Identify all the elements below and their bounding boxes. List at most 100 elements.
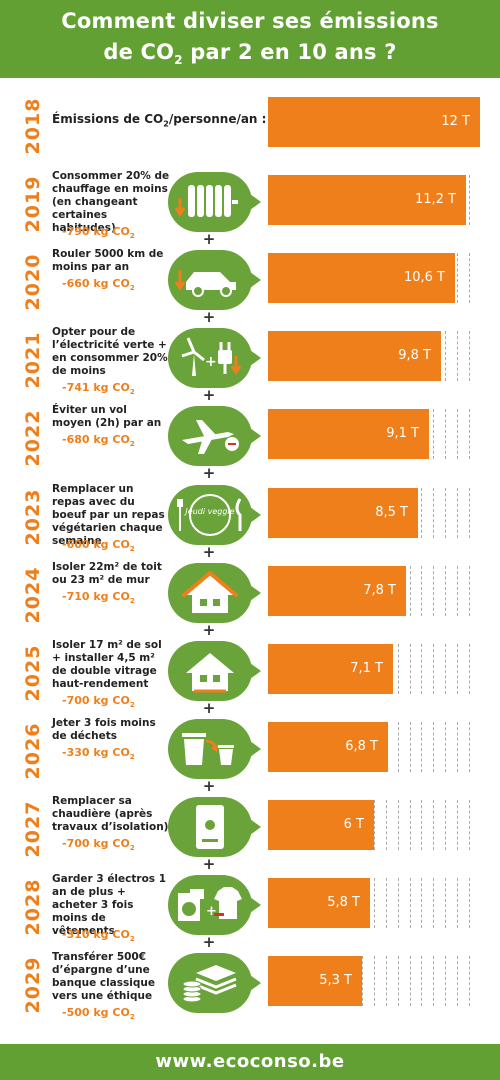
bar-track: 8,5 T bbox=[268, 488, 480, 538]
bar-track: 7,1 T bbox=[268, 644, 480, 694]
action-description: Garder 3 électros 1 an de plus + acheter… bbox=[52, 873, 167, 937]
co2-saving: -741 kg CO2 bbox=[62, 381, 182, 396]
chart-row: 2027 Remplacer sa chaudière (après travau… bbox=[0, 795, 500, 873]
track-divider bbox=[456, 722, 468, 772]
co2-saving-subscript: 2 bbox=[129, 1013, 135, 1022]
co2-saving-value: -310 kg CO bbox=[62, 928, 130, 941]
track-divider bbox=[397, 800, 409, 850]
co2-saving: -790 kg CO2 bbox=[62, 225, 182, 240]
track-divider bbox=[468, 253, 480, 303]
bar-track: 5,3 T bbox=[268, 956, 480, 1006]
chart-row: 2023 Remplacer un repas avec du boeuf par… bbox=[0, 483, 500, 561]
track-divider bbox=[386, 800, 397, 850]
track-divider bbox=[468, 800, 480, 850]
title-line-2-post: par 2 en 10 ans ? bbox=[182, 40, 397, 64]
year-label: 2026 bbox=[22, 722, 44, 780]
title-line-2-pre: de CO bbox=[103, 40, 175, 64]
track-divider bbox=[421, 488, 432, 538]
co2-saving: -500 kg CO2 bbox=[62, 1006, 182, 1021]
track-divider bbox=[421, 644, 432, 694]
trash-icon bbox=[182, 733, 234, 765]
track-divider bbox=[409, 878, 421, 928]
co2-saving-value: -330 kg CO bbox=[62, 746, 130, 759]
footer-url[interactable]: www.ecoconso.be bbox=[0, 1044, 500, 1080]
house-icon bbox=[186, 653, 234, 693]
track-divider bbox=[362, 956, 373, 1006]
chart-row: 2026 Jeter 3 fois moins de déchets -330 kg… bbox=[0, 717, 500, 795]
track-divider bbox=[397, 956, 409, 1006]
chart-row: 2021 Opter pour de l’électricité verte + … bbox=[0, 326, 500, 404]
chart-row: 2028 Garder 3 électros 1 an de plus + ach… bbox=[0, 873, 500, 951]
plus-sign: + bbox=[202, 308, 216, 326]
svg-text:+: + bbox=[206, 904, 217, 919]
emission-bar bbox=[268, 800, 374, 850]
appliances-bubble: + bbox=[168, 875, 261, 935]
emissions-label: Émissions de CO2/personne/an : bbox=[52, 112, 266, 128]
bar-value-label: 5,8 T bbox=[327, 895, 360, 910]
co2-saving: -310 kg CO2 bbox=[62, 928, 182, 943]
track-divider bbox=[456, 800, 468, 850]
svg-text:+: + bbox=[205, 354, 217, 370]
year-label: 2022 bbox=[22, 409, 44, 467]
bar-track: 7,8 T bbox=[268, 566, 480, 616]
house-roof-icon bbox=[182, 571, 238, 613]
year-label: 2020 bbox=[22, 253, 44, 311]
year-label: 2023 bbox=[22, 488, 44, 546]
co2-saving-value: -600 kg CO bbox=[62, 538, 130, 551]
track-divider bbox=[409, 956, 421, 1006]
track-divider bbox=[409, 800, 421, 850]
co2-saving: -330 kg CO2 bbox=[62, 746, 182, 761]
track-divider bbox=[433, 644, 444, 694]
co2-saving-subscript: 2 bbox=[129, 388, 135, 397]
track-divider bbox=[445, 644, 456, 694]
action-description: Éviter un vol moyen (2h) par an bbox=[52, 404, 162, 429]
co2-saving-value: -741 kg CO bbox=[62, 381, 130, 394]
track-divider bbox=[456, 878, 468, 928]
co2-saving-subscript: 2 bbox=[129, 753, 135, 762]
bar-track: 12 T bbox=[268, 97, 480, 147]
track-divider bbox=[374, 800, 385, 850]
house-roof-bubble bbox=[168, 563, 261, 623]
bar-value-label: 10,6 T bbox=[403, 270, 445, 285]
chart-row: 2024 Isoler 22m² de toit ou 23 m² de mur -… bbox=[0, 561, 500, 639]
co2-saving-value: -700 kg CO bbox=[62, 837, 130, 850]
car-bubble bbox=[168, 250, 261, 310]
track-divider bbox=[468, 644, 480, 694]
year-label: 2024 bbox=[22, 566, 44, 624]
boiler-bubble bbox=[168, 797, 261, 857]
track-divider bbox=[456, 488, 468, 538]
track-divider bbox=[445, 331, 456, 381]
plus-sign: + bbox=[202, 699, 216, 717]
wind-plug-bubble: + bbox=[168, 328, 261, 388]
bar-value-label: 5,3 T bbox=[319, 973, 352, 988]
plus-sign: + bbox=[202, 543, 216, 561]
track-divider bbox=[456, 644, 468, 694]
radiator-bubble bbox=[168, 172, 261, 232]
plus-sign: + bbox=[202, 855, 216, 873]
track-divider bbox=[433, 956, 444, 1006]
track-divider bbox=[445, 956, 456, 1006]
year-label: 2018 bbox=[22, 97, 44, 155]
action-description: Jeter 3 fois moins de déchets bbox=[52, 717, 156, 742]
co2-saving: -710 kg CO2 bbox=[62, 590, 182, 605]
bar-value-label: 9,1 T bbox=[386, 426, 419, 441]
track-divider bbox=[456, 331, 468, 381]
year-label: 2025 bbox=[22, 644, 44, 702]
emission-bar bbox=[268, 722, 388, 772]
house-bubble bbox=[168, 641, 261, 701]
action-description: Isoler 17 m² de sol + installer 4,5 m² d… bbox=[52, 639, 162, 690]
emissions-label-post: /personne/an : bbox=[168, 112, 267, 126]
title-line-2: de CO2 par 2 en 10 ans ? bbox=[0, 40, 500, 67]
emission-bar bbox=[268, 331, 441, 381]
co2-saving-value: -500 kg CO bbox=[62, 1006, 130, 1019]
co2-saving-subscript: 2 bbox=[129, 844, 135, 853]
track-divider bbox=[445, 722, 456, 772]
track-divider bbox=[409, 722, 421, 772]
bar-value-label: 11,2 T bbox=[414, 192, 456, 207]
action-description: Consommer 20% de chauffage en moins (en … bbox=[52, 170, 170, 234]
track-divider bbox=[468, 566, 480, 616]
year-label: 2021 bbox=[22, 331, 44, 389]
track-divider bbox=[468, 175, 480, 225]
chart-row: 2019 Consommer 20% de chauffage en moins … bbox=[0, 170, 500, 248]
emission-bar bbox=[268, 253, 455, 303]
